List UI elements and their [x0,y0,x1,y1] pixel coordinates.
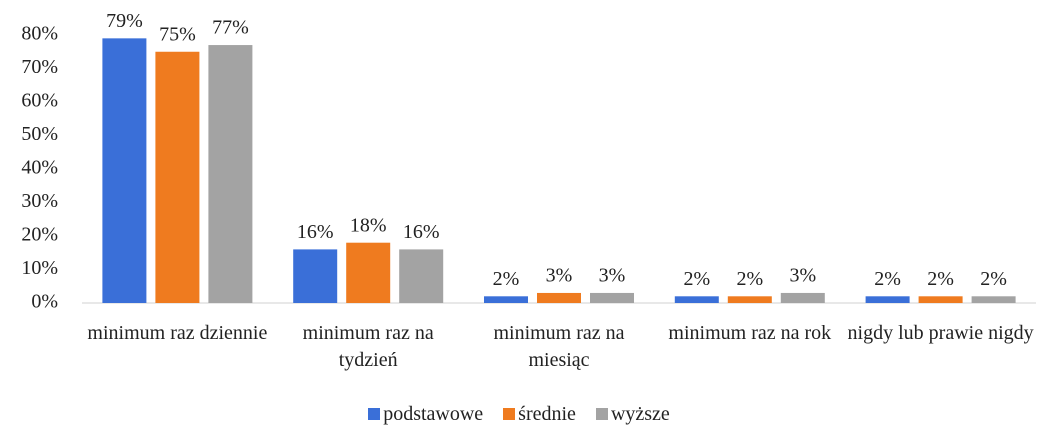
data-label: 3% [546,265,573,287]
bar [918,296,963,303]
bar [102,38,147,303]
bar [399,249,444,303]
y-tick-label: 0% [31,291,58,313]
data-label: 3% [599,265,626,287]
bar [727,296,772,303]
x-tick-label: minimum raz na rok [668,322,832,344]
legend: podstawowe średnie wyższe [0,403,1038,426]
bar [537,292,581,303]
y-tick-label: 30% [21,190,58,212]
x-tick-label: minimum raz na miesiąc [493,322,625,371]
data-label: 2% [980,268,1007,290]
bar [155,51,200,303]
data-label: 16% [297,221,334,243]
data-label: 18% [350,214,387,236]
y-tick-label: 80% [21,23,58,45]
x-tick-label: minimum raz na tydzień [302,322,434,371]
x-tick-label: minimum raz dziennie [87,322,268,344]
legend-item: wyższe [595,403,670,426]
legend-swatch [503,408,516,420]
data-label: 2% [874,268,901,290]
legend-label: wyższe [610,403,670,425]
data-label: 2% [493,268,520,290]
bar [346,242,391,303]
y-tick-label: 40% [21,157,58,179]
bar [208,45,253,304]
y-tick-label: 60% [21,90,58,112]
y-tick-label: 10% [21,257,58,279]
legend-swatch [595,408,608,420]
bar [674,296,719,303]
data-label: 16% [403,221,440,243]
bar [484,296,528,303]
legend-swatch [368,408,381,420]
legend-label: podstawowe [383,403,484,425]
y-tick-label: 70% [21,56,58,78]
data-label: 75% [159,23,196,45]
data-label: 2% [683,268,710,290]
legend-label: średnie [518,403,576,425]
data-label: 77% [212,17,249,39]
data-label: 79% [106,10,143,32]
bar [590,292,634,303]
bar [971,296,1016,303]
y-tick-label: 20% [21,224,58,246]
data-label: 2% [927,268,954,290]
legend-item: podstawowe [368,403,483,426]
data-label: 3% [789,265,816,287]
legend-item: średnie [503,403,576,426]
bar [293,249,338,303]
data-label: 2% [736,268,763,290]
y-tick-label: 50% [21,123,58,145]
bar [780,292,825,303]
bar [865,296,910,303]
x-tick-label: nigdy lub prawie nigdy [847,322,1034,344]
